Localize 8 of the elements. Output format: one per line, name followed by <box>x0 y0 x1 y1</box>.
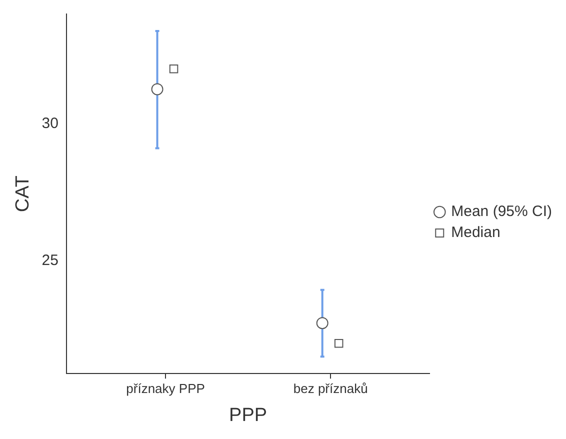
x-tick-label: příznaky PPP <box>126 380 205 396</box>
x-axis-title: PPP <box>229 404 268 426</box>
legend-label: Mean (95% CI) <box>451 203 552 220</box>
y-tick-label: 25 <box>42 252 58 270</box>
x-tick-label: bez příznaků <box>293 380 368 396</box>
legend-label: Median <box>451 224 500 242</box>
y-axis-title: CAT <box>12 175 34 212</box>
y-tick-label: 30 <box>42 114 58 132</box>
